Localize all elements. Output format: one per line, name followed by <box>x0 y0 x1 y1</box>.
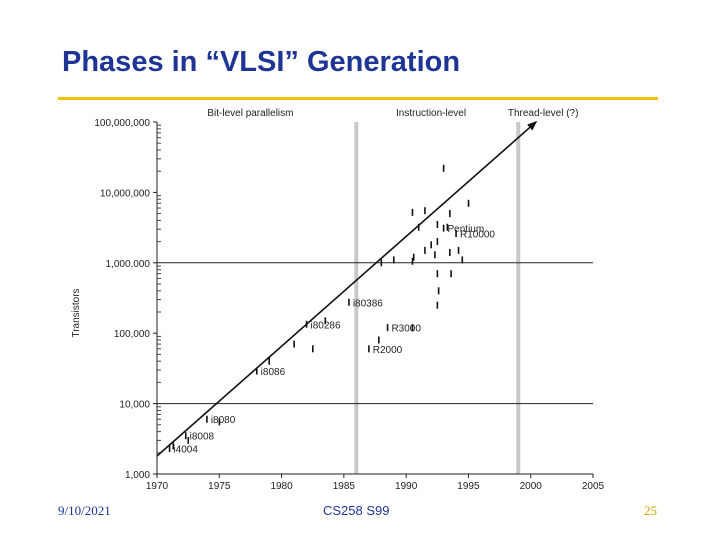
data-point <box>293 340 295 348</box>
data-point <box>450 270 452 278</box>
data-point <box>255 367 258 375</box>
x-tick-label: 1995 <box>457 481 480 492</box>
data-point-label: R10000 <box>460 230 495 241</box>
y-tick-label: 10,000,000 <box>100 188 150 199</box>
data-point <box>184 432 187 440</box>
data-point <box>461 256 464 264</box>
slide-title: Phases in “VLSI” Generation <box>62 46 461 78</box>
data-point <box>368 345 370 353</box>
phase-boundary-band <box>354 122 359 474</box>
data-point <box>424 207 426 215</box>
x-tick-label: 1985 <box>333 481 356 492</box>
data-point <box>380 259 383 267</box>
data-point-label: i8008 <box>190 432 215 443</box>
data-point <box>436 301 439 309</box>
data-point <box>457 246 460 254</box>
data-point <box>412 253 415 261</box>
x-tick-label: 1975 <box>208 481 231 492</box>
data-point <box>218 418 221 426</box>
x-tick-label: 2005 <box>582 481 605 492</box>
data-point <box>411 257 414 265</box>
data-point <box>436 238 439 246</box>
data-point <box>417 223 420 231</box>
data-point <box>437 287 440 295</box>
footer-page-number: 25 <box>644 503 657 518</box>
data-point-label: i80286 <box>310 320 340 331</box>
data-point <box>434 251 436 259</box>
y-tick-label: 10,000 <box>119 400 150 411</box>
phase-label: Bit-level parallelism <box>207 108 293 119</box>
data-point <box>206 415 208 423</box>
data-point-label: i8086 <box>261 367 286 378</box>
x-tick-label: 1980 <box>270 481 293 492</box>
y-tick-label: 1,000,000 <box>106 259 151 270</box>
data-point <box>172 442 175 450</box>
y-axis-label: Transistors <box>71 288 82 337</box>
data-point <box>424 246 426 254</box>
data-point-label: R2000 <box>373 345 403 356</box>
data-point <box>436 220 439 228</box>
y-tick-label: 100,000,000 <box>94 118 150 129</box>
data-point-label: Pentium <box>448 224 485 235</box>
data-point <box>386 324 389 332</box>
title-underline <box>58 97 658 100</box>
data-point-label: R3000 <box>391 324 421 335</box>
data-point-label: i4004 <box>173 445 198 456</box>
x-tick-label: 1970 <box>146 481 169 492</box>
data-point-label: i8080 <box>211 415 236 426</box>
data-point <box>430 241 432 249</box>
phase-label: Thread-level (?) <box>508 108 579 119</box>
x-tick-label: 1990 <box>395 481 418 492</box>
data-point <box>312 345 314 353</box>
x-tick-label: 2000 <box>520 481 543 492</box>
data-point <box>411 324 414 332</box>
data-point <box>392 256 395 264</box>
data-point <box>446 223 449 231</box>
data-point-label: i80386 <box>353 298 383 309</box>
trend-arrow <box>156 120 538 457</box>
footer-course: CS258 S99 <box>323 503 390 518</box>
y-tick-label: 100,000 <box>114 329 151 340</box>
phase-label: Instruction-level <box>396 108 466 119</box>
data-point <box>268 357 271 365</box>
data-point <box>442 224 445 232</box>
data-point <box>348 298 350 306</box>
data-point <box>455 230 457 238</box>
data-point <box>378 336 380 344</box>
data-point <box>187 436 190 444</box>
data-point <box>168 445 171 453</box>
data-point <box>449 210 451 218</box>
phase-boundary-band <box>516 122 521 474</box>
data-point <box>449 249 451 257</box>
y-tick-label: 1,000 <box>125 470 150 481</box>
data-point <box>442 164 445 172</box>
data-point <box>436 270 439 278</box>
footer-date: 9/10/2021 <box>58 503 111 518</box>
data-point <box>324 317 327 325</box>
data-point <box>305 320 308 328</box>
data-point <box>411 208 414 216</box>
data-point <box>467 199 470 207</box>
